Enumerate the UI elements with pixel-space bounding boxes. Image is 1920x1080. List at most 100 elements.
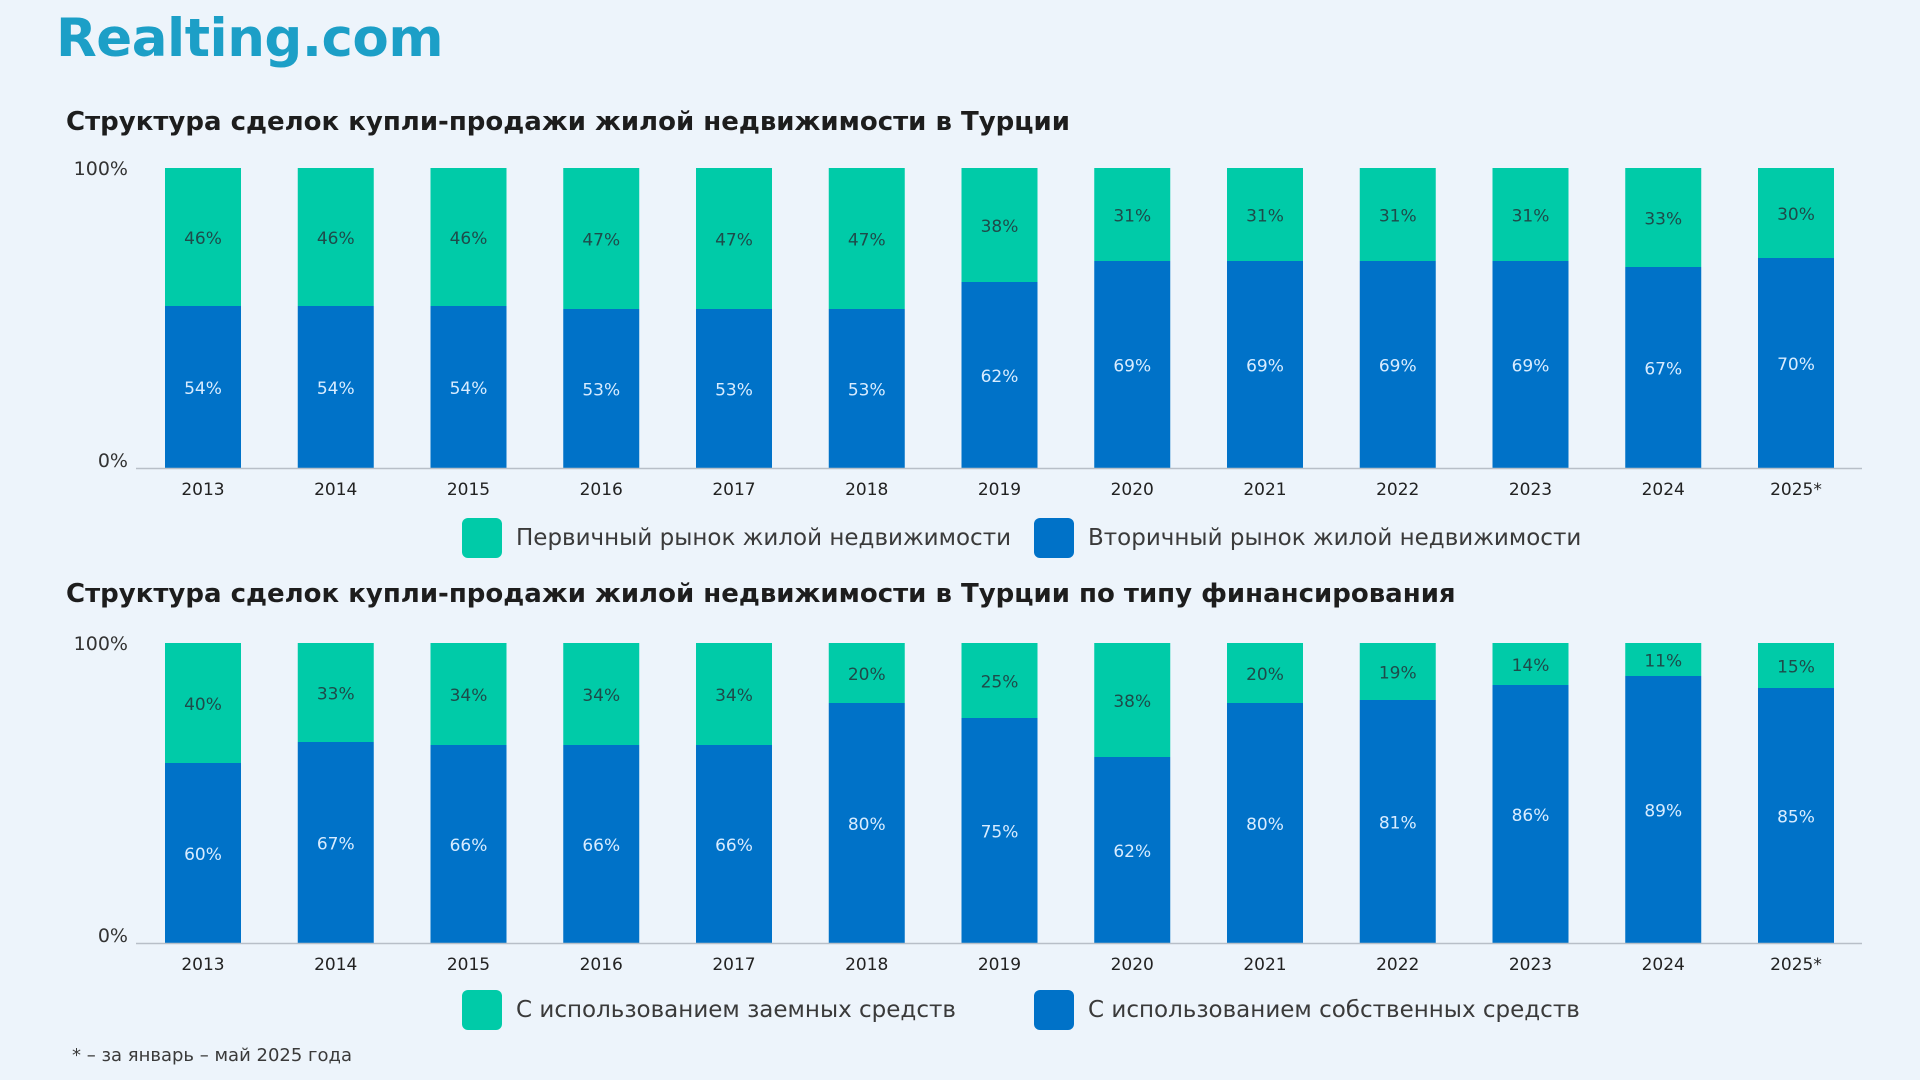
data-label-bottom-2025: 70%: [1777, 355, 1815, 375]
bar-segment-borrowed-2014: [297, 643, 374, 742]
data-label-top-2016: 34%: [582, 686, 620, 706]
data-label-top-2014: 46%: [317, 229, 355, 249]
data-label-top-2020: 31%: [1113, 207, 1151, 227]
data-label-top-2025: 15%: [1777, 658, 1815, 678]
data-label-top-2022: 19%: [1379, 664, 1417, 684]
x-tick-label-2019: 2019: [978, 480, 1021, 500]
data-label-top-2021: 31%: [1246, 207, 1284, 227]
x-tick-label-2013: 2013: [181, 480, 224, 500]
data-label-top-2022: 31%: [1379, 207, 1417, 227]
data-label-bottom-2020: 69%: [1113, 357, 1151, 377]
data-label-bottom-2013: 54%: [184, 379, 222, 399]
y-tick-label-max: 100%: [74, 158, 128, 180]
bar-segment-primary-2018: [828, 168, 905, 309]
data-label-bottom-2016: 66%: [582, 836, 620, 856]
bar-segment-own-funds-2018: [828, 703, 905, 943]
x-tick-label-2025: 2025*: [1770, 480, 1822, 500]
data-label-top-2013: 40%: [184, 695, 222, 715]
brand-logo[interactable]: Realting.com: [56, 8, 444, 69]
data-label-bottom-2017: 66%: [715, 836, 753, 856]
bar-segment-secondary-2023: [1492, 261, 1569, 468]
bar-segment-secondary-2022: [1359, 261, 1436, 468]
x-tick-label-2015: 2015: [447, 955, 490, 975]
x-tick-label-2014: 2014: [314, 955, 357, 975]
bar-segment-secondary-2015: [430, 306, 507, 468]
bar-segment-borrowed-2016: [563, 643, 640, 745]
bar-segment-secondary-2021: [1227, 261, 1303, 468]
bar-segment-borrowed-2013: [165, 643, 241, 763]
legend-item-primary-market: Первичный рынок жилой недвижимости: [462, 518, 1011, 558]
bar-segment-primary-2016: [563, 168, 640, 309]
bar-segment-primary-2020: [1094, 168, 1171, 261]
bar-segment-primary-2015: [430, 168, 507, 306]
data-label-bottom-2022: 81%: [1379, 814, 1417, 834]
legend-item-secondary-market: Вторичный рынок жилой недвижимости: [1034, 518, 1581, 558]
x-tick-label-2017: 2017: [712, 480, 755, 500]
chart-financing-structure: 0% 100% 60% 40% 2013 67% 33% 2014 66% 34% 2015 66% 3…: [74, 633, 1862, 975]
data-label-top-2020: 38%: [1113, 692, 1151, 712]
data-label-top-2023: 31%: [1512, 207, 1550, 227]
data-label-bottom-2018: 53%: [848, 381, 886, 401]
bar-segment-borrowed-2023: [1492, 643, 1569, 685]
bar-segment-borrowed-2017: [696, 643, 772, 745]
data-label-bottom-2019: 62%: [981, 367, 1019, 387]
x-tick-label-2015: 2015: [447, 480, 490, 500]
bar-segment-own-funds-2015: [430, 745, 507, 943]
data-label-top-2013: 46%: [184, 229, 222, 249]
bar-segment-borrowed-2020: [1094, 643, 1171, 757]
data-label-bottom-2021: 69%: [1246, 357, 1284, 377]
bar-segment-secondary-2025: [1758, 258, 1834, 468]
bar-segment-own-funds-2013: [165, 763, 241, 943]
x-tick-label-2018: 2018: [845, 955, 888, 975]
x-tick-label-2017: 2017: [712, 955, 755, 975]
x-tick-label-2021: 2021: [1243, 955, 1286, 975]
data-label-bottom-2013: 60%: [184, 845, 222, 865]
data-label-bottom-2020: 62%: [1113, 842, 1151, 862]
bar-segment-primary-2013: [165, 168, 241, 306]
chart-title-market: Структура сделок купли-продажи жилой нед…: [66, 107, 1070, 137]
y-tick-label-max: 100%: [74, 633, 128, 655]
bar-segment-own-funds-2021: [1227, 703, 1303, 943]
data-label-bottom-2024: 89%: [1644, 802, 1682, 822]
bar-segment-borrowed-2025: [1758, 643, 1834, 688]
data-label-bottom-2023: 69%: [1512, 357, 1550, 377]
bar-segment-borrowed-2022: [1359, 643, 1436, 700]
bar-segment-borrowed-2019: [961, 643, 1038, 718]
bar-segment-primary-2019: [961, 168, 1038, 282]
legend-label-primary: Первичный рынок жилой недвижимости: [516, 525, 1012, 551]
x-tick-label-2019: 2019: [978, 955, 1021, 975]
x-tick-label-2016: 2016: [580, 480, 623, 500]
data-label-bottom-2024: 67%: [1644, 360, 1682, 380]
x-tick-label-2020: 2020: [1111, 480, 1154, 500]
bar-segment-own-funds-2025: [1758, 688, 1834, 943]
bar-segment-borrowed-2024: [1625, 643, 1702, 676]
x-tick-label-2014: 2014: [314, 480, 357, 500]
bar-segment-own-funds-2023: [1492, 685, 1569, 943]
bar-segment-secondary-2019: [961, 282, 1038, 468]
y-tick-label-min: 0%: [98, 925, 128, 947]
data-label-bottom-2022: 69%: [1379, 357, 1417, 377]
x-tick-label-2022: 2022: [1376, 480, 1419, 500]
data-label-bottom-2015: 54%: [450, 379, 488, 399]
data-label-top-2024: 33%: [1644, 210, 1682, 230]
bar-segment-secondary-2014: [297, 306, 374, 468]
data-label-top-2024: 11%: [1644, 652, 1682, 672]
bar-segment-primary-2014: [297, 168, 374, 306]
data-label-top-2019: 25%: [981, 673, 1019, 693]
legend-label-borrowed: С использованием заемных средств: [516, 997, 956, 1023]
legend-label-own: С использованием собственных средств: [1088, 997, 1580, 1023]
x-tick-label-2013: 2013: [181, 955, 224, 975]
data-label-top-2017: 47%: [715, 231, 753, 251]
bar-segment-own-funds-2024: [1625, 676, 1702, 943]
bar-segment-primary-2017: [696, 168, 772, 309]
x-tick-label-2023: 2023: [1509, 955, 1552, 975]
bar-segment-primary-2025: [1758, 168, 1834, 258]
x-tick-label-2020: 2020: [1111, 955, 1154, 975]
bar-segment-primary-2022: [1359, 168, 1436, 261]
x-tick-label-2024: 2024: [1642, 480, 1685, 500]
data-label-bottom-2018: 80%: [848, 815, 886, 835]
legend-swatch-own: [1034, 990, 1074, 1030]
data-label-top-2025: 30%: [1777, 205, 1815, 225]
bar-segment-secondary-2018: [828, 309, 905, 468]
footnote: * – за январь – май 2025 года: [72, 1045, 352, 1066]
